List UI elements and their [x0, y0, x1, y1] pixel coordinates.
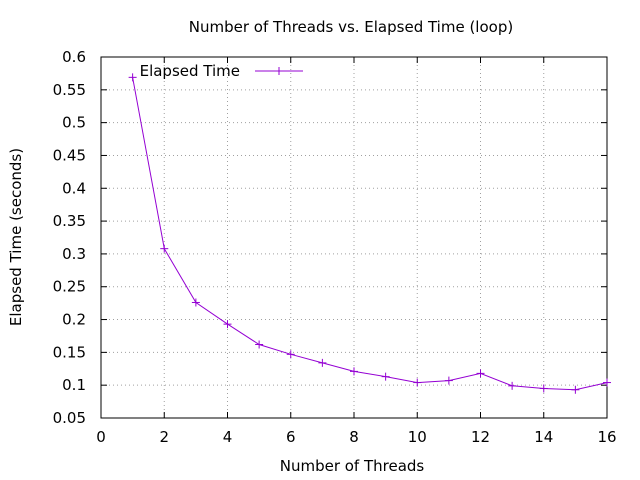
data-point: [255, 340, 264, 349]
y-axis-label: Elapsed Time (seconds): [7, 148, 25, 326]
data-point: [539, 384, 548, 393]
x-tick-label: 6: [286, 428, 296, 446]
x-tick-label: 8: [349, 428, 359, 446]
y-tick-label: 0.4: [62, 179, 86, 197]
grid: [101, 57, 607, 418]
x-tick-label: 10: [408, 428, 427, 446]
x-tick-label: 16: [597, 428, 616, 446]
data-point: [223, 320, 232, 329]
data-point: [350, 367, 358, 376]
legend-marker: [275, 67, 283, 75]
y-tick-label: 0.2: [62, 311, 86, 329]
x-tick-label: 4: [223, 428, 233, 446]
data-point: [128, 73, 137, 82]
data-point: [191, 298, 200, 307]
y-tick-label: 0.15: [53, 343, 86, 361]
chart-title: Number of Threads vs. Elapsed Time (loop…: [189, 18, 513, 36]
legend: Elapsed Time: [140, 62, 303, 80]
x-tick-label: 2: [159, 428, 169, 446]
y-tick-label: 0.5: [62, 114, 86, 132]
data-point: [160, 244, 169, 253]
x-tick-label: 0: [96, 428, 106, 446]
y-tick-label: 0.1: [62, 376, 86, 394]
y-tick-label: 0.05: [53, 409, 86, 427]
y-tick-label: 0.25: [53, 278, 86, 296]
x-tick-label: 12: [471, 428, 490, 446]
legend-label-elapsed-time: Elapsed Time: [140, 62, 240, 80]
data-point: [318, 358, 327, 367]
y-tick-label: 0.55: [53, 81, 86, 99]
axis-ticks: 0.05 0.1 0.15 0.2 0.25 0.3 0.35 0.4 0.45 0.5 0.55 0…: [53, 48, 617, 446]
series-layer: [128, 73, 611, 394]
data-point: [571, 385, 580, 394]
y-tick-label: 0.35: [53, 212, 86, 230]
series-line-elapsed-time: [132, 77, 608, 391]
y-tick-label: 0.45: [53, 146, 86, 164]
x-axis-label: Number of Threads: [280, 457, 425, 475]
data-point: [603, 378, 611, 387]
x-tick-label: 14: [534, 428, 553, 446]
data-point: [286, 350, 295, 359]
y-tick-label: 0.6: [62, 48, 86, 66]
data-point: [444, 376, 453, 385]
data-point: [413, 378, 422, 387]
data-point: [381, 372, 390, 381]
data-point: [508, 381, 517, 390]
data-point: [476, 369, 485, 378]
y-tick-label: 0.3: [62, 245, 86, 263]
